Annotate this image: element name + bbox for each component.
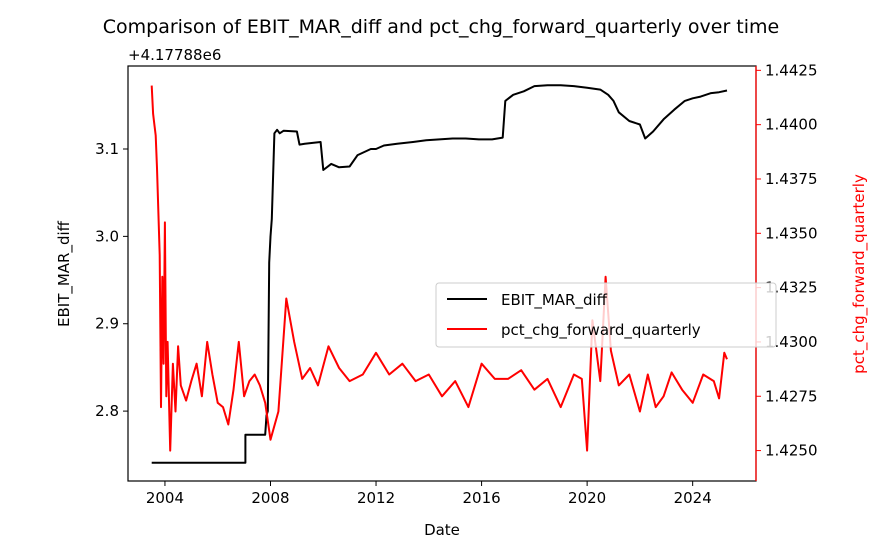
x-axis: 2004 2008 2012 2016 2020 2024 — [146, 481, 712, 507]
left-tick-label: 2.9 — [95, 315, 119, 333]
plot-frame — [127, 65, 757, 482]
plot-area — [150, 84, 728, 464]
right-tick-label: 1.4400 — [765, 116, 818, 134]
right-tick-label: 1.4275 — [765, 387, 818, 405]
right-tick-label: 1.4250 — [765, 442, 818, 460]
right-tick-label: 1.4375 — [765, 170, 818, 188]
left-axis-label: EBIT_MAR_diff — [55, 220, 74, 327]
x-tick-label: 2008 — [251, 489, 289, 507]
chart-title: Comparison of EBIT_MAR_diff and pct_chg_… — [103, 16, 780, 38]
right-tick-label: 1.4350 — [765, 224, 818, 242]
right-tick-label: 1.4300 — [765, 333, 818, 351]
left-tick-label: 3.1 — [95, 140, 119, 158]
x-tick-label: 2020 — [568, 489, 606, 507]
x-tick-label: 2004 — [146, 489, 184, 507]
legend-label-pct: pct_chg_forward_quarterly — [501, 321, 701, 340]
left-tick-label: 3.0 — [95, 227, 119, 245]
right-tick-label: 1.4425 — [765, 61, 818, 79]
legend: EBIT_MAR_diff pct_chg_forward_quarterly — [435, 282, 777, 348]
left-tick-label: 2.8 — [95, 402, 119, 420]
legend-label-ebit: EBIT_MAR_diff — [501, 291, 608, 310]
series-line-pct-chg-forward-quarterly — [150, 85, 728, 452]
x-tick-label: 2016 — [462, 489, 500, 507]
series-line-ebit-mar-diff — [151, 84, 728, 464]
x-tick-label: 2012 — [357, 489, 395, 507]
left-axis-offset-text: +4.17788e6 — [128, 46, 221, 64]
right-tick-label: 1.4325 — [765, 279, 818, 297]
left-y-axis: 2.8 2.9 3.0 3.1 — [95, 140, 128, 420]
x-axis-label: Date — [424, 521, 460, 539]
right-axis-label: pct_chg_forward_quarterly — [850, 174, 869, 374]
right-y-axis: 1.4250 1.4275 1.4300 1.4325 1.4350 1.4375 1.44… — [755, 61, 818, 481]
legend-box — [435, 282, 777, 348]
x-tick-label: 2024 — [674, 489, 712, 507]
